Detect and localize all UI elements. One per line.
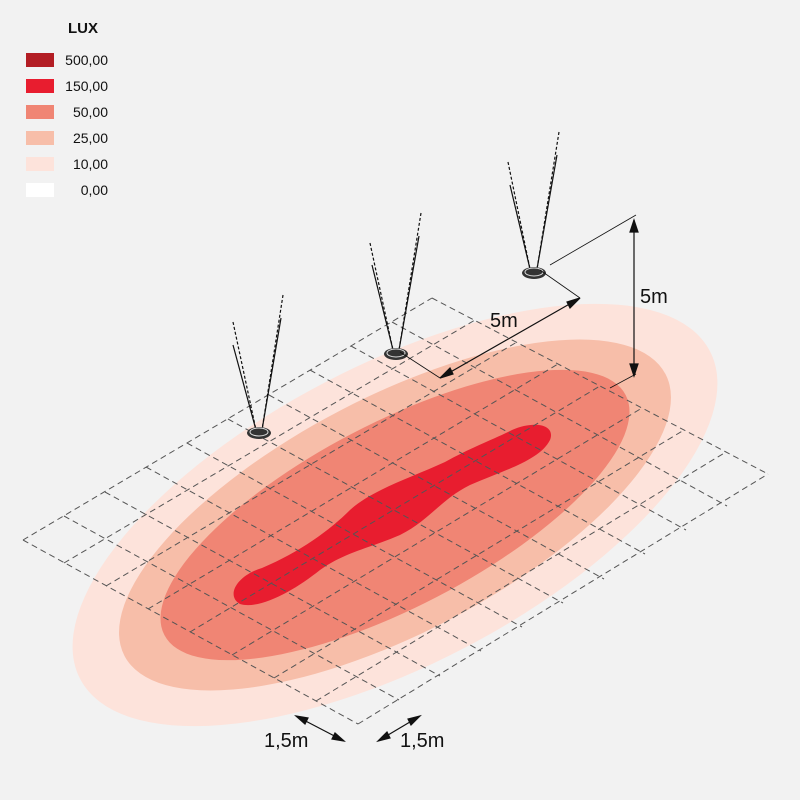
legend-item-25: 25,00 xyxy=(26,130,146,146)
luminaire-2 xyxy=(369,212,422,360)
spacing-label: 5m xyxy=(490,310,518,332)
legend-item-150: 150,00 xyxy=(26,78,146,94)
legend-item-500: 500,00 xyxy=(26,52,146,68)
grid-dimension-b xyxy=(376,714,422,743)
legend-swatch xyxy=(26,79,54,93)
zone-150 xyxy=(233,424,552,606)
legend-item-50: 50,00 xyxy=(26,104,146,120)
legend-swatch xyxy=(26,53,54,67)
legend-value: 0,00 xyxy=(80,182,108,198)
legend-swatch xyxy=(26,105,54,119)
legend-value: 25,00 xyxy=(72,130,108,146)
luminaire-3 xyxy=(507,131,560,279)
legend-item-10: 10,00 xyxy=(26,156,146,172)
legend-swatch xyxy=(26,183,54,197)
spacing-dimension xyxy=(399,269,581,379)
legend-swatch xyxy=(26,131,54,145)
luminaire-1 xyxy=(232,294,284,439)
legend-value: 150,00 xyxy=(65,78,108,94)
height-dimension xyxy=(549,214,639,389)
legend-title: LUX xyxy=(68,20,98,37)
height-label: 5m xyxy=(640,286,668,308)
legend-value: 500,00 xyxy=(65,52,108,68)
grid-label-b: 1,5m xyxy=(400,730,445,752)
legend-value: 50,00 xyxy=(72,104,108,120)
floor-grid xyxy=(22,297,769,725)
legend-value: 10,00 xyxy=(72,156,108,172)
grid-dimension-a xyxy=(294,715,346,742)
legend-swatch xyxy=(26,157,54,171)
legend-item-0: 0,00 xyxy=(26,182,146,198)
grid-label-a: 1,5m xyxy=(264,730,309,752)
